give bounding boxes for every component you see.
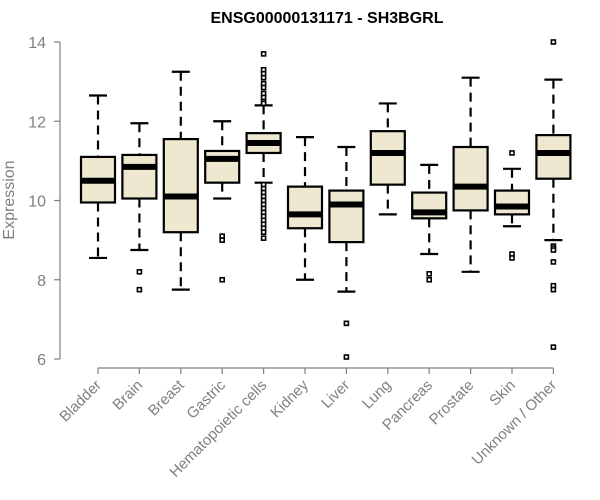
x-tick-label: Kidney bbox=[267, 376, 312, 421]
iqr-box bbox=[535, 134, 572, 180]
iqr-box bbox=[328, 189, 365, 244]
iqr-box bbox=[452, 145, 489, 212]
y-tick-label: 6 bbox=[37, 352, 46, 369]
box-liver bbox=[328, 145, 365, 360]
y-tick-label: 8 bbox=[37, 273, 46, 290]
x-tick-label: Breast bbox=[145, 376, 188, 419]
box-prostate bbox=[452, 76, 489, 273]
outlier-point bbox=[136, 269, 143, 275]
boxes bbox=[79, 39, 572, 360]
x-tick-label: Brain bbox=[109, 377, 146, 414]
x-tick-label: Skin bbox=[486, 377, 519, 410]
outlier-point bbox=[260, 100, 267, 107]
outlier-point bbox=[509, 150, 515, 156]
iqr-box bbox=[369, 130, 406, 186]
outlier-point bbox=[260, 51, 267, 57]
outlier-point bbox=[550, 286, 557, 293]
iqr-box bbox=[286, 185, 324, 230]
outlier-point bbox=[219, 276, 225, 283]
box-lung bbox=[369, 102, 406, 216]
box-kidney bbox=[286, 136, 324, 281]
y-tick-label: 10 bbox=[28, 194, 46, 211]
x-tick-label: Liver bbox=[318, 377, 353, 412]
outlier-point bbox=[219, 237, 225, 243]
x-tick-label: Lung bbox=[359, 377, 395, 413]
outlier-point bbox=[509, 255, 515, 261]
outlier-point bbox=[136, 286, 143, 293]
outlier-point bbox=[260, 229, 267, 235]
y-axis-label: Expression bbox=[1, 160, 18, 239]
x-tick-label: Prostate bbox=[426, 377, 478, 429]
outlier-point bbox=[260, 235, 267, 241]
chart-title: ENSG00000131171 - SH3BGRL bbox=[210, 10, 443, 27]
box-gastric bbox=[204, 120, 241, 283]
box-hematopoietic-cells bbox=[245, 51, 282, 241]
y-tick-label: 14 bbox=[28, 35, 46, 52]
outlier-point bbox=[426, 276, 433, 283]
outlier-point bbox=[426, 271, 433, 277]
outlier-point bbox=[550, 259, 557, 265]
box-pancreas bbox=[411, 163, 448, 283]
outlier-point bbox=[260, 74, 267, 81]
outlier-point bbox=[343, 354, 350, 360]
box-breast bbox=[162, 70, 199, 291]
iqr-box bbox=[121, 153, 158, 200]
y-axis: 6 8 10 12 14 bbox=[28, 35, 61, 369]
outlier-point bbox=[550, 39, 557, 45]
box-skin bbox=[493, 150, 531, 261]
outlier-point bbox=[550, 344, 557, 350]
iqr-box bbox=[162, 137, 199, 234]
x-tick-label: Bladder bbox=[56, 377, 105, 426]
outlier-point bbox=[343, 320, 350, 327]
outlier-point bbox=[550, 247, 557, 253]
y-tick-label: 12 bbox=[28, 114, 46, 131]
outlier-point bbox=[260, 84, 267, 91]
iqr-box bbox=[493, 189, 531, 216]
box-brain bbox=[121, 122, 158, 293]
box-bladder bbox=[79, 94, 117, 260]
iqr-box bbox=[204, 149, 241, 184]
box-unknown-other bbox=[535, 39, 572, 350]
